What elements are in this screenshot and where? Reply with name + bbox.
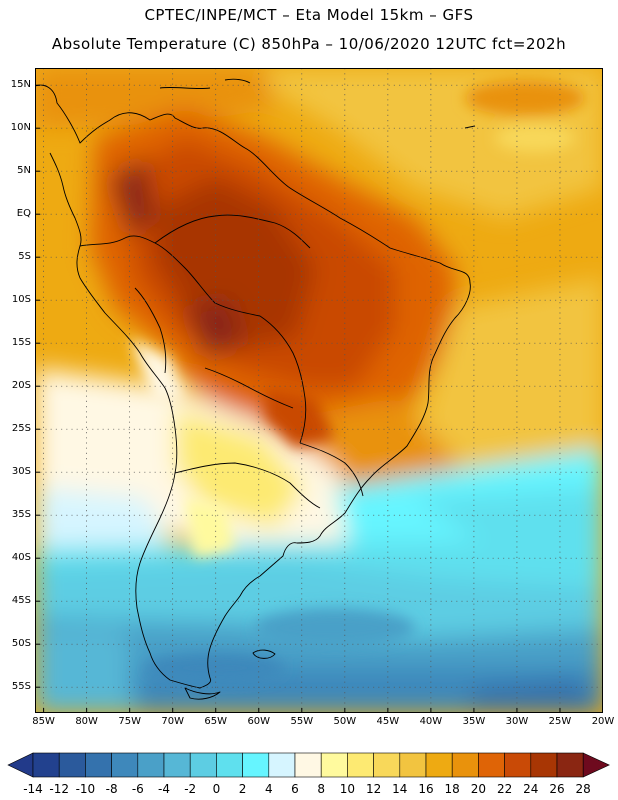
colorbar-bin <box>32 752 60 778</box>
colorbar-tick-label: 28 <box>575 782 591 796</box>
colorbar-tick-label: 8 <box>317 782 325 796</box>
colorbar-tick-label: -8 <box>105 782 118 796</box>
colorbar-tick-label: -2 <box>184 782 197 796</box>
colorbar-tick-label: -10 <box>75 782 96 796</box>
map-title-line2: Absolute Temperature (C) 850hPa – 10/06/… <box>51 35 567 53</box>
colorbar-bin <box>478 752 505 778</box>
colorbar-tick-label: 6 <box>291 782 299 796</box>
longitude-label: 85W <box>32 716 55 727</box>
colorbar-tick-label: 14 <box>392 782 408 796</box>
colorbar-bin <box>268 752 296 778</box>
colorbar-tick-label: -6 <box>131 782 144 796</box>
colorbar-tick-label: -14 <box>23 782 43 796</box>
longitude-label: 40W <box>419 716 443 727</box>
longitude-label: 80W <box>75 716 98 727</box>
latitude-label: 50S <box>11 638 31 650</box>
colorbar-bin <box>137 752 165 778</box>
colorbar-tick-label: -4 <box>158 782 170 796</box>
latitude-label: 35S <box>11 509 31 521</box>
colorbar-bin <box>556 752 584 778</box>
longitude-label: 25W <box>548 716 572 727</box>
colorbar-bin <box>85 752 112 778</box>
temperature-map <box>35 68 603 713</box>
colorbar-tick-label: 10 <box>339 782 356 796</box>
longitude-label: 70W <box>161 716 184 727</box>
field-details <box>130 80 585 683</box>
colorbar-bin <box>189 752 217 778</box>
longitude-label: 65W <box>204 716 228 727</box>
colorbar-bin <box>111 752 139 778</box>
longitude-label: 45W <box>376 716 400 727</box>
latitude-label: EQ <box>16 208 31 220</box>
colorbar <box>7 752 610 778</box>
colorbar-tick-label: 26 <box>549 782 565 796</box>
colorbar-bin <box>163 752 191 778</box>
latitude-label: 5S <box>18 251 31 263</box>
longitude-label: 60W <box>247 716 271 727</box>
colorbar-bin <box>504 752 532 778</box>
colorbar-tick-label: 0 <box>212 782 221 796</box>
longitude-label: 50W <box>333 716 357 727</box>
colorbar-tick-label: 18 <box>444 782 460 796</box>
colorbar-underflow-arrow <box>7 752 34 778</box>
colorbar-bin <box>242 752 270 778</box>
coastlines <box>35 78 476 700</box>
colorbar-tick-label: 24 <box>523 782 539 796</box>
field-blobs <box>35 68 603 713</box>
latitude-label: 15N <box>10 79 31 91</box>
colorbar-bin <box>530 752 558 778</box>
longitude-label: 20W <box>591 716 615 727</box>
latitude-label: 10N <box>10 122 31 134</box>
latitude-label: 20S <box>11 380 31 392</box>
colorbar-bin <box>373 752 401 778</box>
colorbar-bin <box>425 752 453 778</box>
map-border <box>35 68 603 713</box>
map-title-line1: CPTEC/INPE/MCT – Eta Model 15km – GFS <box>144 6 474 24</box>
colorbar-tick-label: 16 <box>418 782 434 796</box>
colorbar-tick-label: -12 <box>49 782 69 796</box>
colorbar-tick-label: 12 <box>365 782 382 796</box>
latitude-label: 15S <box>11 337 31 349</box>
longitude-label: 55W <box>290 716 314 727</box>
latitude-label: 45S <box>11 595 31 607</box>
colorbar-tick-label: 22 <box>496 782 513 796</box>
colorbar-bin <box>216 752 243 778</box>
colorbar-tick-label: 2 <box>238 782 247 796</box>
colorbar-bin <box>294 752 322 778</box>
temperature-field <box>35 68 603 713</box>
colorbar-tick-label: 20 <box>470 782 487 796</box>
graticule <box>35 68 603 713</box>
latitude-label: 55S <box>11 681 31 693</box>
colorbar-bin <box>347 752 374 778</box>
latitude-label: 5N <box>17 165 31 177</box>
map-panel <box>35 68 603 713</box>
colorbar-bin <box>399 752 427 778</box>
colorbar-tick-label: 4 <box>264 782 273 796</box>
colorbar-bin <box>58 752 86 778</box>
colorbar-overflow-arrow <box>582 752 610 778</box>
longitude-label: 75W <box>118 716 141 727</box>
colorbar-bin <box>451 752 479 778</box>
colorbar-bin <box>320 752 348 778</box>
latitude-label: 10S <box>11 294 31 306</box>
longitude-label: 35W <box>462 716 486 727</box>
latitude-label: 40S <box>11 552 31 564</box>
latitude-label: 30S <box>11 466 31 478</box>
latitude-label: 25S <box>11 423 31 435</box>
longitude-label: 30W <box>505 716 529 727</box>
